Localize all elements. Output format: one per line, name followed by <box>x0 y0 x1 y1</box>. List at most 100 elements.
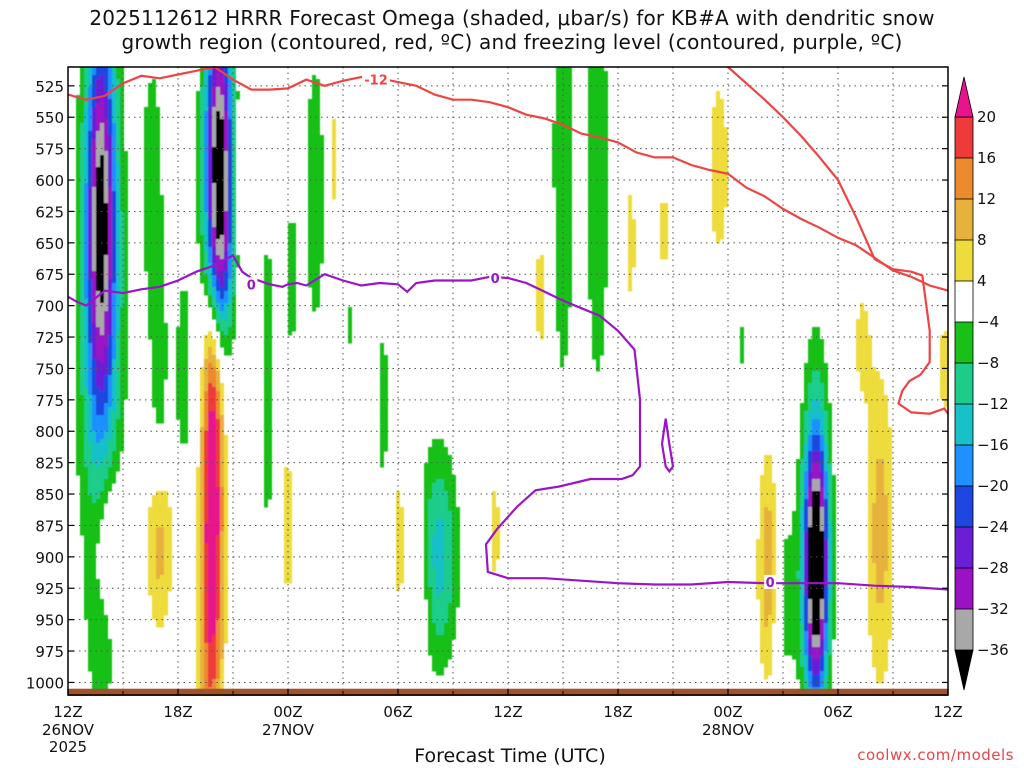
omega-cell <box>76 295 80 300</box>
omega-cell <box>432 483 444 488</box>
omega-cell <box>884 475 892 480</box>
omega-cell <box>112 395 116 400</box>
omega-cell <box>432 551 444 556</box>
omega-cell <box>116 375 120 380</box>
omega-cell <box>228 71 232 76</box>
omega-cell <box>88 103 92 108</box>
omega-cell <box>76 259 80 264</box>
omega-cell <box>832 623 836 628</box>
omega-cell <box>84 451 92 456</box>
omega-cell <box>116 327 120 332</box>
omega-cell <box>120 215 124 220</box>
omega-cell <box>96 195 104 200</box>
omega-cell <box>804 387 808 392</box>
omega-cell <box>812 671 820 676</box>
omega-cell <box>148 307 164 312</box>
omega-cell <box>828 511 832 516</box>
omega-cell <box>212 683 216 688</box>
omega-cell <box>212 639 216 644</box>
omega-cell <box>308 267 320 272</box>
omega-cell <box>588 271 608 276</box>
omega-cell <box>888 507 892 512</box>
omega-cell <box>112 179 116 184</box>
omega-cell <box>772 519 776 524</box>
omega-cell <box>808 387 824 392</box>
omega-cell <box>156 559 164 564</box>
omega-cell <box>812 419 820 424</box>
omega-cell <box>156 407 164 412</box>
omega-cell <box>100 439 108 444</box>
omega-cell <box>208 239 212 244</box>
omega-cell <box>760 607 764 612</box>
colorbar-bin <box>954 608 974 651</box>
omega-cell <box>264 307 272 312</box>
omega-cell <box>144 207 164 212</box>
omega-cell <box>756 571 764 576</box>
omega-cell <box>228 291 232 296</box>
y-tick-label: 775 <box>35 392 64 410</box>
omega-cell <box>76 379 80 384</box>
omega-cell <box>556 239 572 244</box>
omega-cell <box>216 267 224 272</box>
omega-cell <box>116 147 120 152</box>
omega-cell <box>108 367 112 372</box>
omega-cell <box>808 603 812 608</box>
omega-cell <box>824 455 828 460</box>
omega-cell <box>76 371 80 376</box>
omega-cell <box>196 203 200 208</box>
omega-cell <box>112 195 116 200</box>
omega-cell <box>108 395 112 400</box>
omega-cell <box>660 235 668 240</box>
omega-cell <box>144 123 160 128</box>
omega-cell <box>628 251 636 256</box>
omega-cell <box>120 203 128 208</box>
omega-cell <box>76 323 80 328</box>
omega-cell <box>824 623 828 628</box>
omega-cell <box>628 259 636 264</box>
omega-cell <box>228 263 232 268</box>
omega-cell <box>204 191 208 196</box>
omega-cell <box>812 499 820 504</box>
omega-cell <box>824 447 828 452</box>
omega-cell <box>200 227 204 232</box>
omega-cell <box>88 111 92 116</box>
omega-cell <box>740 327 744 332</box>
omega-cell <box>204 243 208 248</box>
omega-cell <box>196 119 200 124</box>
omega-cell <box>232 299 236 304</box>
omega-cell <box>804 435 808 440</box>
omega-cell <box>216 219 224 224</box>
omega-cell <box>628 223 636 228</box>
omega-cell <box>76 255 80 260</box>
omega-cell <box>76 459 84 464</box>
omega-cell <box>220 495 224 500</box>
omega-cell <box>264 403 272 408</box>
omega-cell <box>108 315 112 320</box>
omega-cell <box>424 539 428 544</box>
omega-cell <box>112 431 116 436</box>
omega-cell <box>96 327 100 332</box>
omega-cell <box>800 459 804 464</box>
omega-cell <box>224 271 228 276</box>
omega-cell <box>588 147 608 152</box>
omega-cell <box>396 559 404 564</box>
omega-cell <box>216 359 220 364</box>
omega-cell <box>808 679 812 684</box>
omega-cell <box>120 399 124 404</box>
omega-cell <box>444 551 452 556</box>
omega-cell <box>88 131 92 136</box>
omega-cell <box>588 207 608 212</box>
omega-cell <box>152 607 168 612</box>
omega-cell <box>348 335 352 340</box>
y-tick-label: 650 <box>35 235 64 253</box>
omega-cell <box>264 399 272 404</box>
omega-cell <box>812 615 820 620</box>
omega-cell <box>828 611 832 616</box>
omega-cell <box>772 595 776 600</box>
omega-cell <box>112 183 116 188</box>
omega-cell <box>196 571 200 576</box>
omega-cell <box>228 151 232 156</box>
omega-cell <box>216 223 224 228</box>
omega-cell <box>204 71 208 76</box>
omega-cell <box>208 395 216 400</box>
